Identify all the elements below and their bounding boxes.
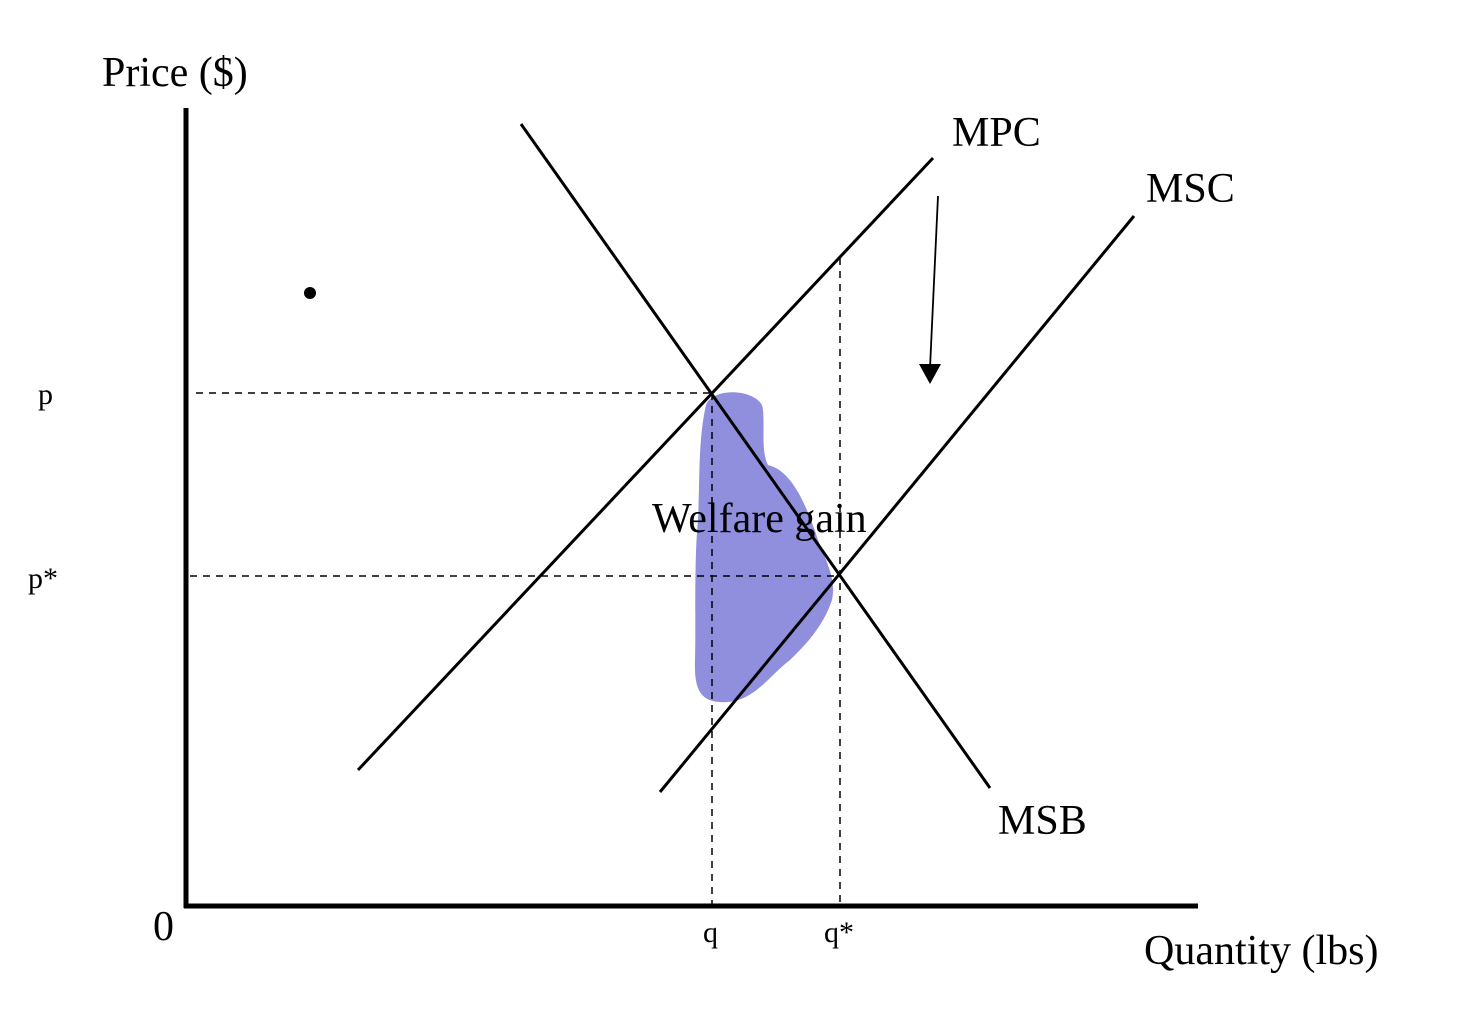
mpc-label: MPC (952, 110, 1041, 156)
y-axis-label: Price ($) (102, 50, 248, 96)
shift-arrow-head-icon (919, 364, 941, 384)
msb-label: MSB (998, 798, 1087, 844)
q-star-label: q* (824, 916, 854, 949)
msc-label: MSC (1146, 166, 1235, 212)
shift-arrow-shaft (929, 195, 939, 369)
p-label: p (38, 378, 53, 411)
p-star-label: p* (28, 562, 58, 595)
mpc-curve (356, 156, 935, 772)
origin-label: 0 (153, 904, 174, 950)
welfare-gain-shaded-area (694, 392, 834, 703)
msc-curve (658, 215, 1136, 793)
x-axis-label: Quantity (lbs) (1144, 928, 1379, 974)
welfare-gain-label: Welfare gain (652, 496, 867, 542)
dot-mark (304, 287, 316, 299)
q-label: q (703, 916, 718, 949)
msb-curve (519, 123, 992, 789)
